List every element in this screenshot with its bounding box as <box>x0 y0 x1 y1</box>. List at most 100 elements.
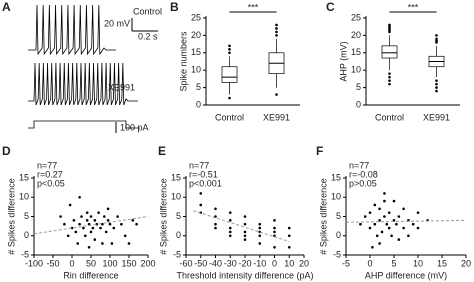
point <box>375 234 379 238</box>
point <box>258 226 262 230</box>
point <box>397 215 401 218</box>
scale-label: 100 pA <box>120 122 149 132</box>
point <box>380 230 384 234</box>
point <box>411 222 415 226</box>
annotation: n=77 <box>37 160 57 170</box>
point <box>273 226 276 230</box>
point <box>63 222 66 226</box>
outlier <box>435 34 438 37</box>
point <box>214 226 217 230</box>
point <box>78 222 81 226</box>
y-tick-label: 5 <box>176 211 181 221</box>
point <box>85 211 89 214</box>
outlier <box>228 51 231 55</box>
point <box>104 230 108 234</box>
x-tick-label: -50 <box>194 258 207 268</box>
panel-letter: B <box>170 0 179 14</box>
outlier <box>275 27 278 30</box>
x-tick-label: -40 <box>209 258 222 268</box>
y-tick-label: 10 <box>331 192 341 202</box>
x-tick-label: Control <box>215 112 244 122</box>
point <box>74 230 78 234</box>
x-tick-label: 0 <box>367 258 372 268</box>
y-tick-label: 20 <box>191 30 201 40</box>
x-tick-label: -20 <box>238 258 251 268</box>
annotation: p>0.05 <box>349 178 377 188</box>
point <box>78 195 81 199</box>
panel-letter: C <box>326 0 335 14</box>
x-tick-label: 150 <box>121 258 136 268</box>
point <box>243 222 247 226</box>
point <box>199 203 203 207</box>
outlier <box>388 72 391 75</box>
y-tick-label: -5 <box>173 249 181 259</box>
y-tick-label: 15 <box>331 172 341 182</box>
point <box>228 219 232 222</box>
annotation: p<0.001 <box>189 178 222 188</box>
y-tick-label: 0 <box>176 230 181 240</box>
point <box>416 226 420 230</box>
outlier <box>388 23 391 27</box>
x-tick-label: 20 <box>299 258 309 268</box>
outlier <box>228 48 231 51</box>
point <box>66 234 70 238</box>
point <box>85 219 89 222</box>
y-tick-label: 0 <box>24 230 29 240</box>
annotation: r=-0.51 <box>189 169 218 179</box>
point <box>228 211 232 214</box>
x-tick-label: 15 <box>437 258 447 268</box>
point <box>258 222 262 226</box>
point <box>99 226 102 230</box>
box <box>221 66 238 83</box>
x-tick-label: XE991 <box>263 112 290 122</box>
point <box>373 203 377 207</box>
point <box>93 238 97 241</box>
trendline <box>193 210 290 243</box>
x-axis-label: Rin difference <box>63 270 118 280</box>
y-tick-label: 5 <box>356 82 361 92</box>
outlier <box>388 79 391 82</box>
point <box>106 207 110 211</box>
point <box>378 207 381 211</box>
x-tick-label: -100 <box>25 258 43 268</box>
x-tick-label: 200 <box>140 258 155 268</box>
outlier <box>275 23 278 27</box>
y-tick-label: 10 <box>171 192 181 202</box>
outlier <box>275 34 278 37</box>
x-tick-label: 50 <box>86 258 96 268</box>
point <box>112 226 116 230</box>
outlier <box>388 82 391 86</box>
box <box>381 45 398 59</box>
point <box>228 226 232 230</box>
point <box>76 242 79 245</box>
point <box>135 222 138 226</box>
point <box>359 222 362 226</box>
point <box>89 215 93 218</box>
point <box>243 234 247 238</box>
annotation: p<0.05 <box>37 178 65 188</box>
panel-letter: A <box>2 0 11 14</box>
point <box>363 215 367 218</box>
x-tick-label: -60 <box>179 258 192 268</box>
voltage-trace <box>28 62 138 106</box>
point <box>199 192 203 195</box>
point <box>402 207 405 211</box>
point <box>80 215 83 218</box>
point <box>110 242 114 245</box>
y-tick-label: 5 <box>196 82 201 92</box>
point <box>368 211 372 214</box>
outlier <box>228 96 231 100</box>
outlier <box>275 30 278 34</box>
trace-label: Control <box>133 6 162 16</box>
x-tick-label: 10 <box>413 258 423 268</box>
point <box>383 215 386 218</box>
scale-label: 0.2 s <box>138 31 158 41</box>
point <box>214 207 217 211</box>
point <box>258 242 262 245</box>
point <box>103 215 106 218</box>
point <box>243 215 247 218</box>
y-axis-label: # Spikes difference <box>158 178 168 254</box>
y-tick-label: 15 <box>191 47 201 57</box>
voltage-trace <box>28 4 116 56</box>
x-tick-label: 100 <box>102 258 117 268</box>
